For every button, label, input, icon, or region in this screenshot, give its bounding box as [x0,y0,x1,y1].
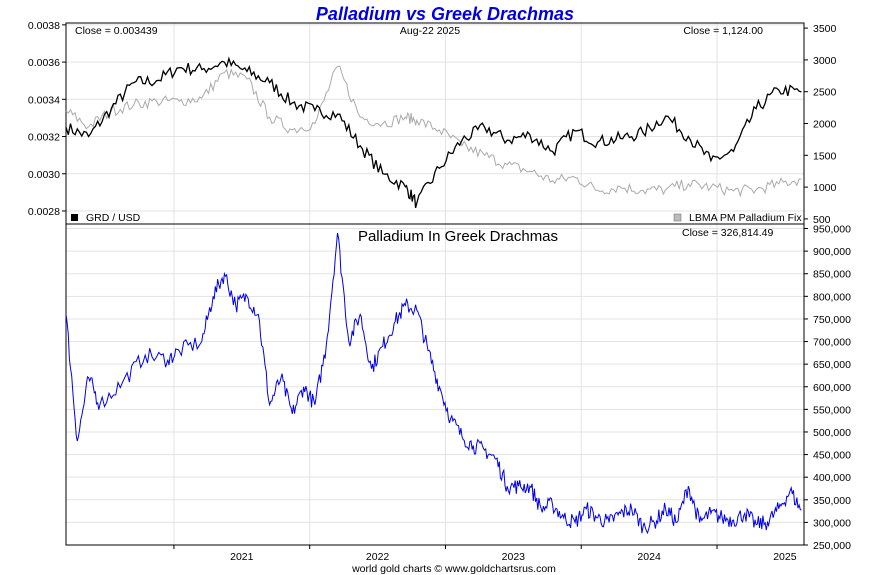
bottom-panel-title: Palladium In Greek Drachmas [358,228,558,245]
bottom-right-tick-label: 800,000 [813,291,851,303]
bottom-right-tick-label: 600,000 [813,382,851,394]
top-close-right: Close = 1,124.00 [683,25,763,37]
palladium-line [65,65,802,198]
bottom-grid [66,224,804,546]
bottom-right-tick-label: 750,000 [813,314,851,326]
top-grid [66,23,804,224]
legend-grd-usd: GRD / USD [86,212,141,224]
x-tick-label: 2024 [637,551,661,563]
legend-palladium: LBMA PM Palladium Fix [689,212,802,224]
x-tick-label: 2021 [230,551,254,563]
top-left-axis: 0.0028 0.0030 0.0032 0.0034 0.0036 0.0038 [28,20,66,218]
bottom-right-tick-label: 950,000 [813,224,851,236]
bottom-right-tick-label: 400,000 [813,472,851,484]
x-tick-label: 2022 [366,551,390,563]
bottom-right-tick-label: 550,000 [813,404,851,416]
grd-usd-line [65,56,802,209]
bottom-right-tick-label: 900,000 [813,246,851,258]
right-tick-label: 2500 [813,87,837,99]
right-tick-label: 3000 [813,55,837,67]
top-panel-frame [65,22,805,225]
x-tick-label: 2023 [502,551,526,563]
palladium-in-drachmas-line [65,232,802,535]
legend-swatch-palladium [673,213,682,222]
left-tick-label: 0.0038 [28,20,60,32]
bottom-right-tick-label: 250,000 [813,540,851,552]
top-right-axis: 500 1000 1500 2000 2500 3000 3500 [804,23,837,226]
bottom-right-tick-label: 350,000 [813,495,851,507]
right-tick-label: 3500 [813,23,837,35]
footer-credit: world gold charts © www.goldchartsrus.co… [351,563,556,575]
bottom-close: Close = 326,814.49 [682,227,774,239]
left-tick-label: 0.0032 [28,132,60,144]
right-tick-label: 1500 [813,150,837,162]
right-tick-label: 500 [813,214,831,226]
bottom-right-tick-label: 500,000 [813,427,851,439]
top-date: Aug-22 2025 [400,25,460,37]
left-tick-label: 0.0030 [28,169,60,181]
bottom-right-tick-label: 700,000 [813,337,851,349]
x-tick-label: 2025 [773,551,797,563]
legend-swatch-grd [71,214,78,221]
bottom-right-tick-label: 450,000 [813,450,851,462]
bottom-right-tick-label: 650,000 [813,359,851,371]
right-tick-label: 2000 [813,119,837,131]
right-tick-label: 1000 [813,182,837,194]
chart-title: Palladium vs Greek Drachmas [316,4,574,24]
top-close-left: Close = 0.003439 [75,25,158,37]
bottom-right-tick-label: 300,000 [813,517,851,529]
x-axis: 2021 2022 2023 2024 2025 [173,545,797,563]
left-tick-label: 0.0028 [28,206,60,218]
left-tick-label: 0.0034 [28,94,60,106]
bottom-panel: 250,000 300,000 350,000 400,000 450,000 500,0… [65,223,851,563]
bottom-right-axis: 250,000 300,000 350,000 400,000 450,000 500,0… [804,224,851,552]
bottom-panel-frame [65,223,805,546]
left-tick-label: 0.0036 [28,57,60,69]
top-panel: 0.0028 0.0030 0.0032 0.0034 0.0036 0.0038 500… [28,20,837,226]
bottom-right-tick-label: 850,000 [813,269,851,281]
